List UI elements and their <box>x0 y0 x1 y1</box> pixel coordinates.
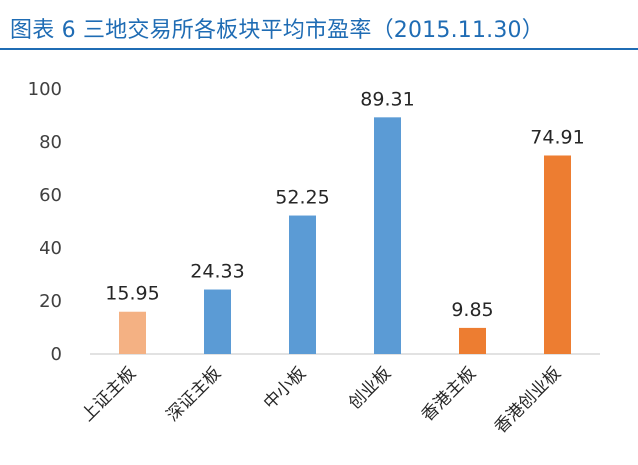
title-divider <box>0 48 638 50</box>
category-label: 香港创业板 <box>491 363 565 437</box>
y-tick-label: 0 <box>51 344 62 365</box>
data-label: 9.85 <box>451 299 493 321</box>
bar <box>459 327 486 354</box>
y-tick-label: 60 <box>39 185 62 206</box>
y-tick-label: 40 <box>39 238 62 259</box>
y-tick-label: 80 <box>39 132 62 153</box>
bar <box>119 311 146 354</box>
category-label: 中小板 <box>260 363 310 413</box>
bar <box>204 289 231 354</box>
bar <box>374 117 401 355</box>
data-label: 52.25 <box>275 187 329 209</box>
bar <box>289 215 316 354</box>
category-label: 深证主板 <box>163 363 225 425</box>
data-label: 74.91 <box>530 126 584 148</box>
data-label: 89.31 <box>360 88 414 110</box>
y-tick-label: 100 <box>28 79 62 100</box>
category-label: 上证主板 <box>78 363 140 425</box>
category-label: 香港主板 <box>418 363 480 425</box>
bar <box>544 155 571 354</box>
chart-title: 图表 6 三地交易所各板块平均市盈率（2015.11.30） <box>10 18 544 43</box>
category-label: 创业板 <box>345 363 395 413</box>
data-label: 15.95 <box>105 283 159 305</box>
y-tick-label: 20 <box>39 291 62 312</box>
data-label: 24.33 <box>190 261 244 283</box>
